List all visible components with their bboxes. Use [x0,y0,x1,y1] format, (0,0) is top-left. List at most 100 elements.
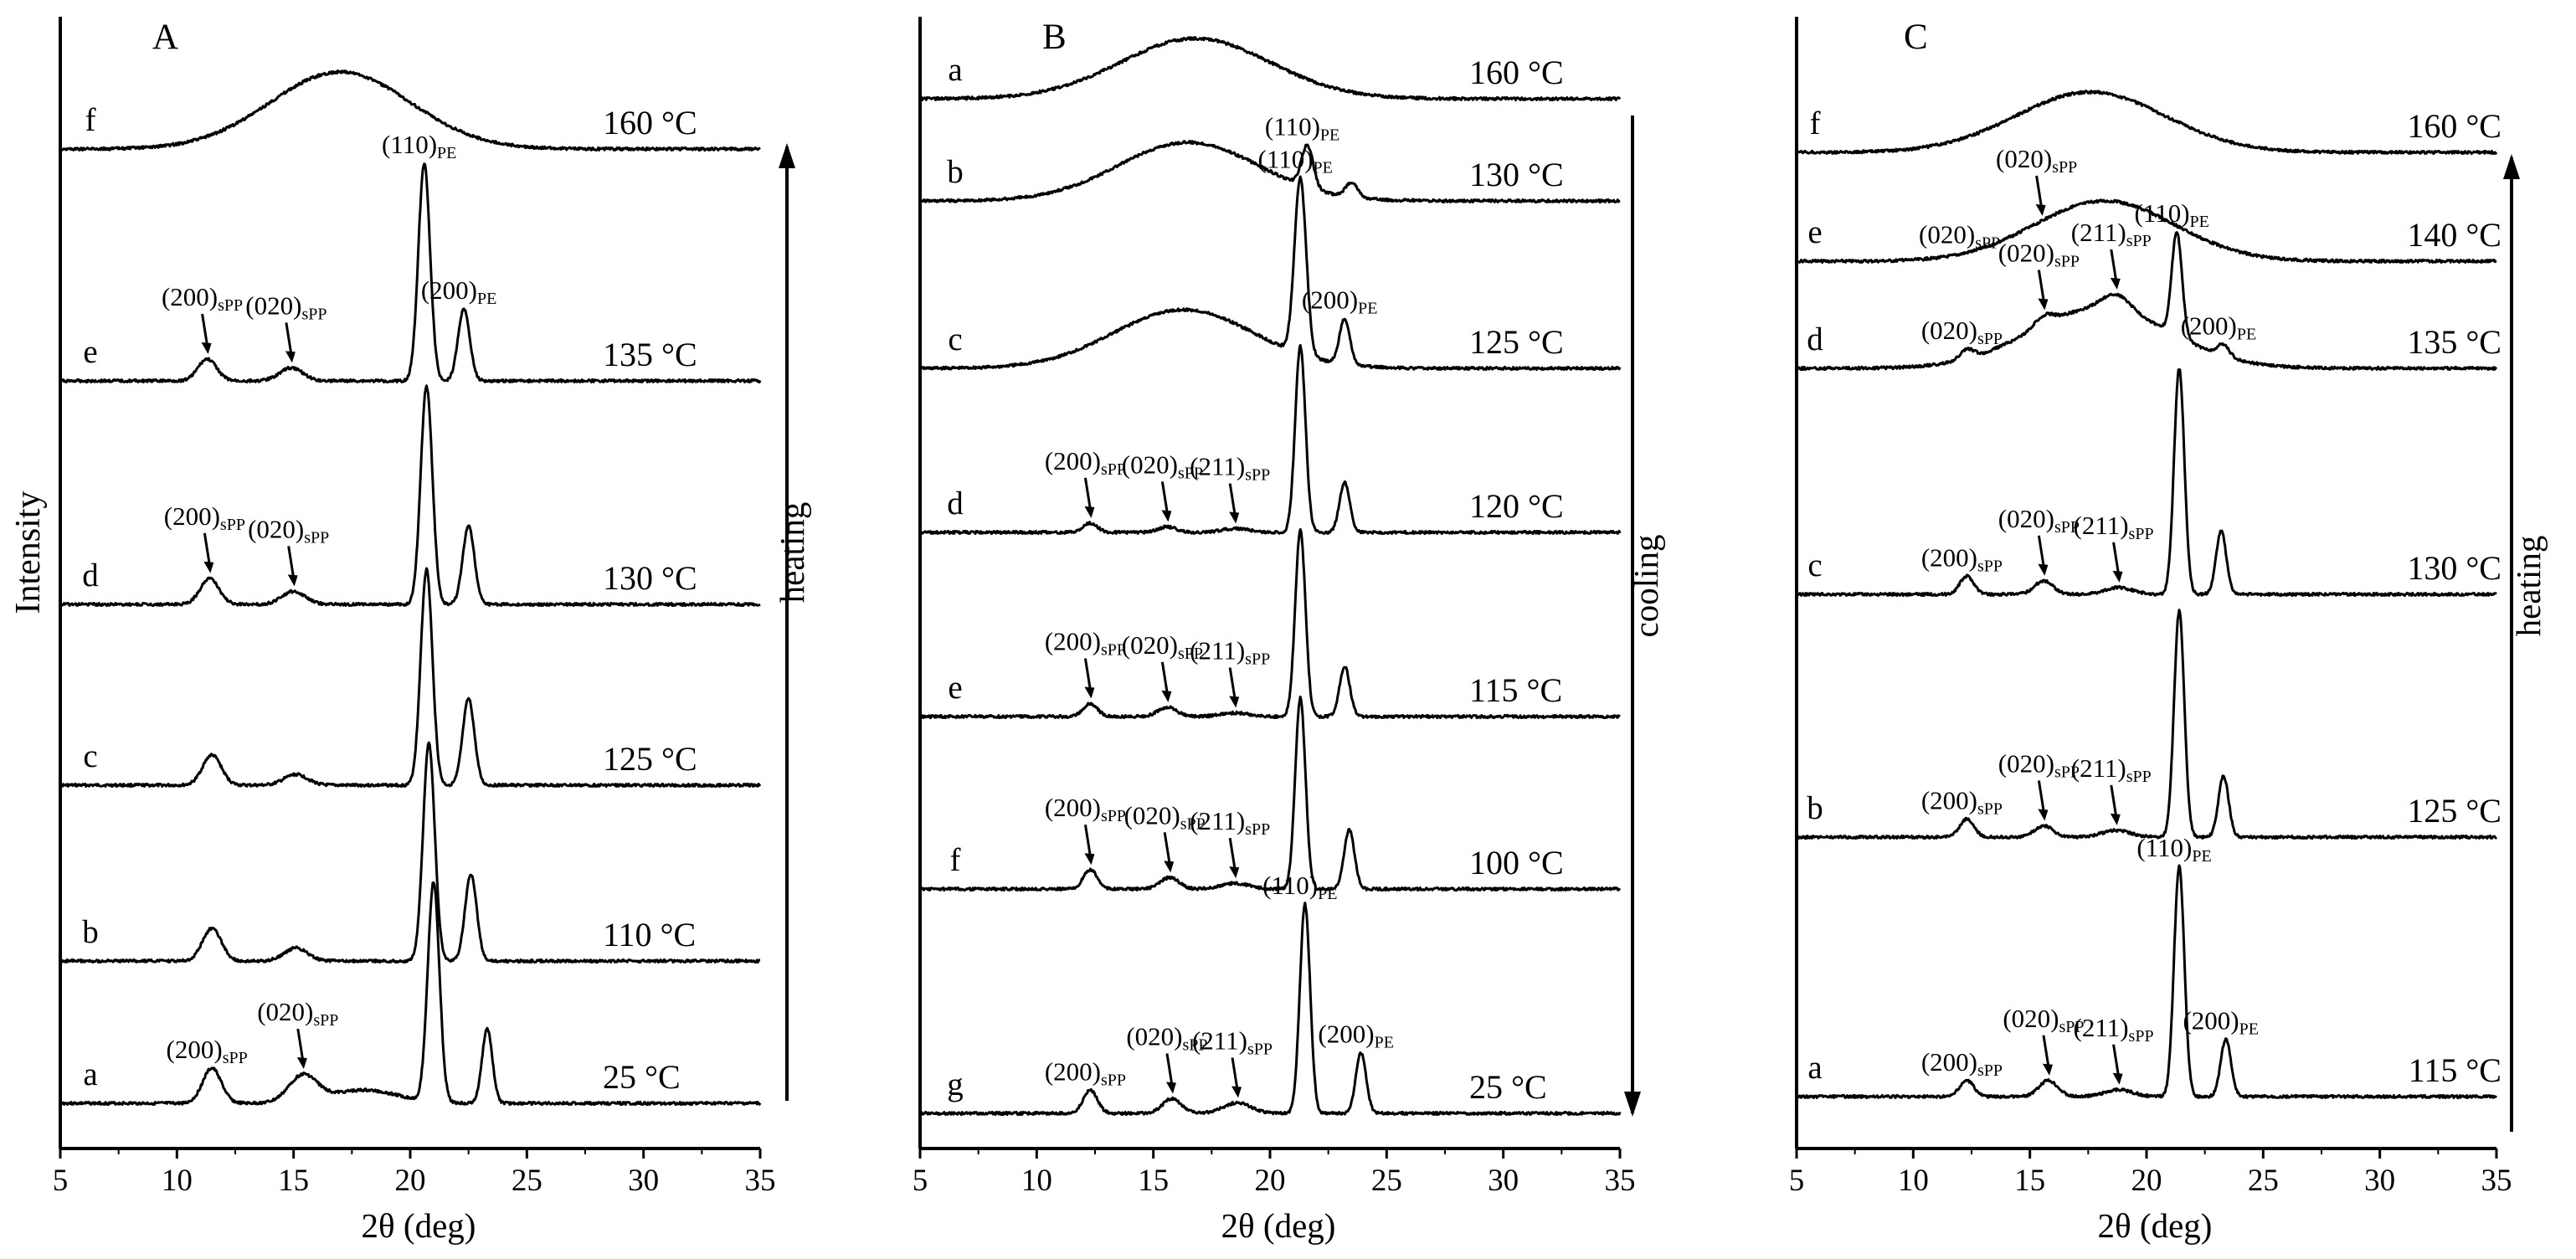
peak-label: (020)sPP [1998,238,2080,270]
peak-label-subscript: sPP [2054,518,2080,537]
direction-label: heating [2509,536,2548,637]
peak-annotation: (020)sPP [1122,450,1203,522]
x-tick-label: 25 [512,1164,542,1198]
peak-annotation: (020)sPP [1996,144,2077,216]
panel-C: 5 10 15 20 25 30 35 2θ (deg) Ca 115 °C b 125 °C c 130… [1789,17,2548,1245]
peak-label-main: (200) [2183,1005,2239,1035]
peak-label-subscript: sPP [1180,814,1206,833]
temperature-label: 130 °C [2407,549,2501,587]
peak-annotation: (200)PE [421,275,497,308]
annotation-arrowhead [2038,298,2049,311]
peak-annotation: (020)sPP [1126,1021,1208,1094]
annotation-arrowhead [1161,510,1172,522]
annotation-arrowhead [1084,506,1095,518]
annotation-arrow [2112,542,2121,575]
peak-label-subscript: PE [1314,159,1333,177]
annotation-arrowhead [1231,1086,1242,1098]
curve-d [59,384,761,608]
peak-label-main: (020) [1919,219,1975,249]
peak-label-main: (200) [1302,285,1358,314]
peak-label: (020)sPP [1122,450,1203,482]
annotation-arrow [1228,837,1237,871]
curve-a [918,36,1622,102]
direction-label: heating [773,502,811,604]
peak-label-subscript: sPP [2129,1027,2154,1046]
annotation-arrow [1163,832,1171,865]
peak-label-main: (200) [1921,1047,1977,1077]
peak-label: (211)sPP [1190,452,1270,485]
x-tick-label: 35 [2481,1164,2512,1198]
curve-letter: d [82,558,99,594]
peak-annotation: (211)sPP [1190,452,1270,524]
peak-label-subscript: sPP [2126,232,2152,250]
peak-label: (020)sPP [1124,800,1206,833]
peak-label-main: (211) [2074,511,2129,540]
x-tick-label: 10 [1898,1164,1929,1198]
annotation-arrowhead [1161,690,1172,702]
peak-label-subscript: sPP [2126,768,2152,786]
annotation-arrow [1228,667,1237,700]
temperature-label: 135 °C [2407,323,2501,361]
peak-label: (020)sPP [1919,219,2000,252]
peak-label: (020)sPP [1998,504,2080,537]
peak-label: (110)PE [1262,871,1337,903]
x-tick-label: 10 [1021,1164,1052,1198]
curve-c [1795,368,2497,598]
peak-annotation: (020)sPP [245,290,326,363]
peak-label-subscript: sPP [2059,1018,2085,1036]
curve-d [918,343,1622,536]
curve-g [919,902,1622,1117]
peak-label-main: (200) [162,282,218,311]
peak-annotation: (211)sPP [1190,636,1270,708]
peak-label-subscript: sPP [1178,645,1203,663]
peak-label-main: (110) [382,130,437,159]
x-tick-label: 15 [1138,1164,1169,1198]
peak-label-main: (110) [1262,871,1318,900]
peak-label-main: (200) [1921,542,1977,572]
peak-label: (211)sPP [2074,511,2154,543]
annotation-arrowhead [1229,696,1240,708]
arrow-up-icon [779,143,795,168]
x-tick-label: 20 [1255,1164,1286,1198]
peak-label: (020)sPP [1998,749,2080,782]
peak-label: (200)sPP [1045,1057,1126,1090]
curve-letter: d [1807,321,1823,357]
peak-annotation: (110)PE [2136,833,2211,866]
peak-label-main: (020) [257,997,313,1026]
peak-annotation: (020)sPP [1919,219,2000,252]
x-tick-label: 30 [1488,1164,1519,1198]
curve-letter: e [948,670,962,706]
annotation-arrowhead [2112,570,2123,583]
annotation-arrow [2110,249,2118,282]
curve-letter: c [83,738,97,774]
annotation-arrow [2110,784,2118,818]
curve-letter: f [950,842,961,878]
curve-letter: b [947,154,964,190]
peak-annotation: (020)sPP [257,997,338,1070]
peak-annotation: (020)sPP [1998,749,2080,821]
peak-label-main: (211) [1190,452,1245,481]
peak-label: (110)PE [1265,111,1339,144]
peak-label-main: (110) [1265,111,1320,141]
temperature-label: 125 °C [603,740,697,778]
peak-label: (200)sPP [164,501,245,534]
annotation-arrow [296,1028,305,1061]
peak-label-subscript: sPP [2054,763,2080,782]
arrow-up-icon [2503,154,2520,179]
peak-label-subscript: sPP [223,1049,248,1067]
annotation-arrow [1083,824,1092,857]
x-axis-label: 2θ (deg) [2098,1206,2213,1245]
peak-label: (020)sPP [245,290,326,323]
peak-annotation: (020)sPP [1124,800,1206,873]
curve-a [59,881,762,1107]
curve-letter: a [948,52,962,88]
temperature-label: 160 °C [2407,107,2501,145]
x-tick-label: 5 [913,1164,928,1198]
peak-label: (200)sPP [1921,1047,2003,1080]
peak-label-subscript: PE [437,144,456,162]
temperature-label: 135 °C [603,336,697,373]
peak-annotation: (200)sPP [1921,1047,2003,1080]
peak-label-main: (020) [2003,1004,2059,1033]
peak-annotation: (020)sPP [1921,316,2003,348]
